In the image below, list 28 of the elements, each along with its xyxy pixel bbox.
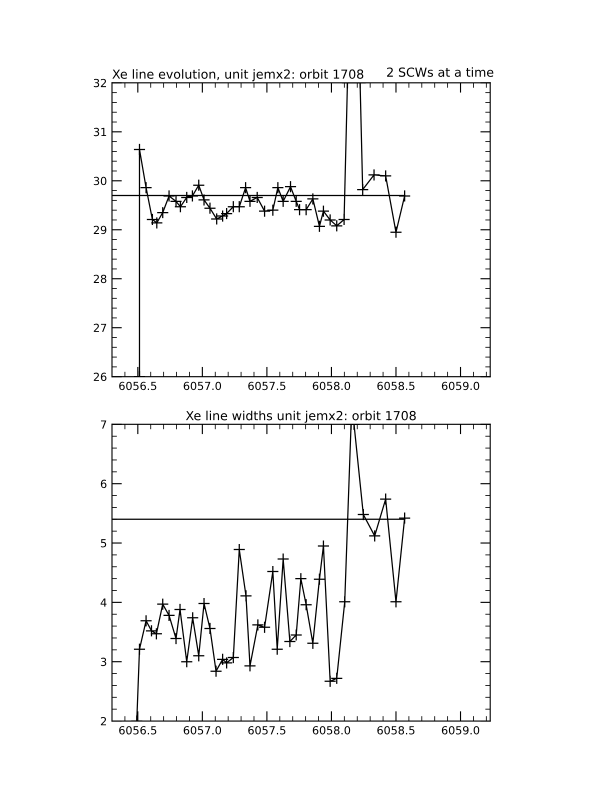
x-tick-label: 6056.5 — [119, 382, 156, 390]
x-tick-label: 6057.0 — [184, 726, 222, 734]
y-tick-label: 30 — [94, 176, 106, 186]
y-tick-label: 4 — [100, 598, 107, 607]
y-tick-label: 31 — [94, 128, 106, 136]
x-tick-label: 6057.0 — [184, 382, 222, 390]
y-tick-label: 5 — [100, 539, 106, 548]
y-tick-label: 29 — [94, 226, 106, 234]
y-tick-label: 3 — [100, 658, 106, 666]
y-tick-label: 6 — [100, 480, 106, 488]
x-tick-label: 6057.5 — [248, 382, 286, 390]
x-tick-label: 6058.0 — [312, 382, 350, 390]
x-tick-label: 6058.0 — [312, 726, 350, 734]
y-tick-label: 28 — [94, 274, 106, 284]
y-tick-label: 27 — [94, 324, 106, 332]
text: 2 SCWs at a time — [387, 67, 494, 77]
y-tick-label: 2 — [100, 717, 106, 726]
y-tick-label: 7 — [100, 420, 106, 429]
y-tick-label: 26 — [94, 372, 106, 382]
x-tick-label: 6059.0 — [442, 382, 480, 390]
y-tick-label: 32 — [94, 78, 106, 88]
x-tick-label: 6057.5 — [248, 726, 286, 734]
chart-title: Xe line widths unit jemx2: orbit 1708 — [186, 410, 416, 423]
x-tick-label: 6058.5 — [377, 382, 414, 390]
x-tick-label: 6058.5 — [377, 726, 414, 734]
x-tick-label: 6059.0 — [442, 726, 480, 734]
x-tick-label: 6056.5 — [119, 726, 156, 734]
chart-title: Xe line evolution, unit jemx2: orbit 1708 — [112, 69, 364, 82]
